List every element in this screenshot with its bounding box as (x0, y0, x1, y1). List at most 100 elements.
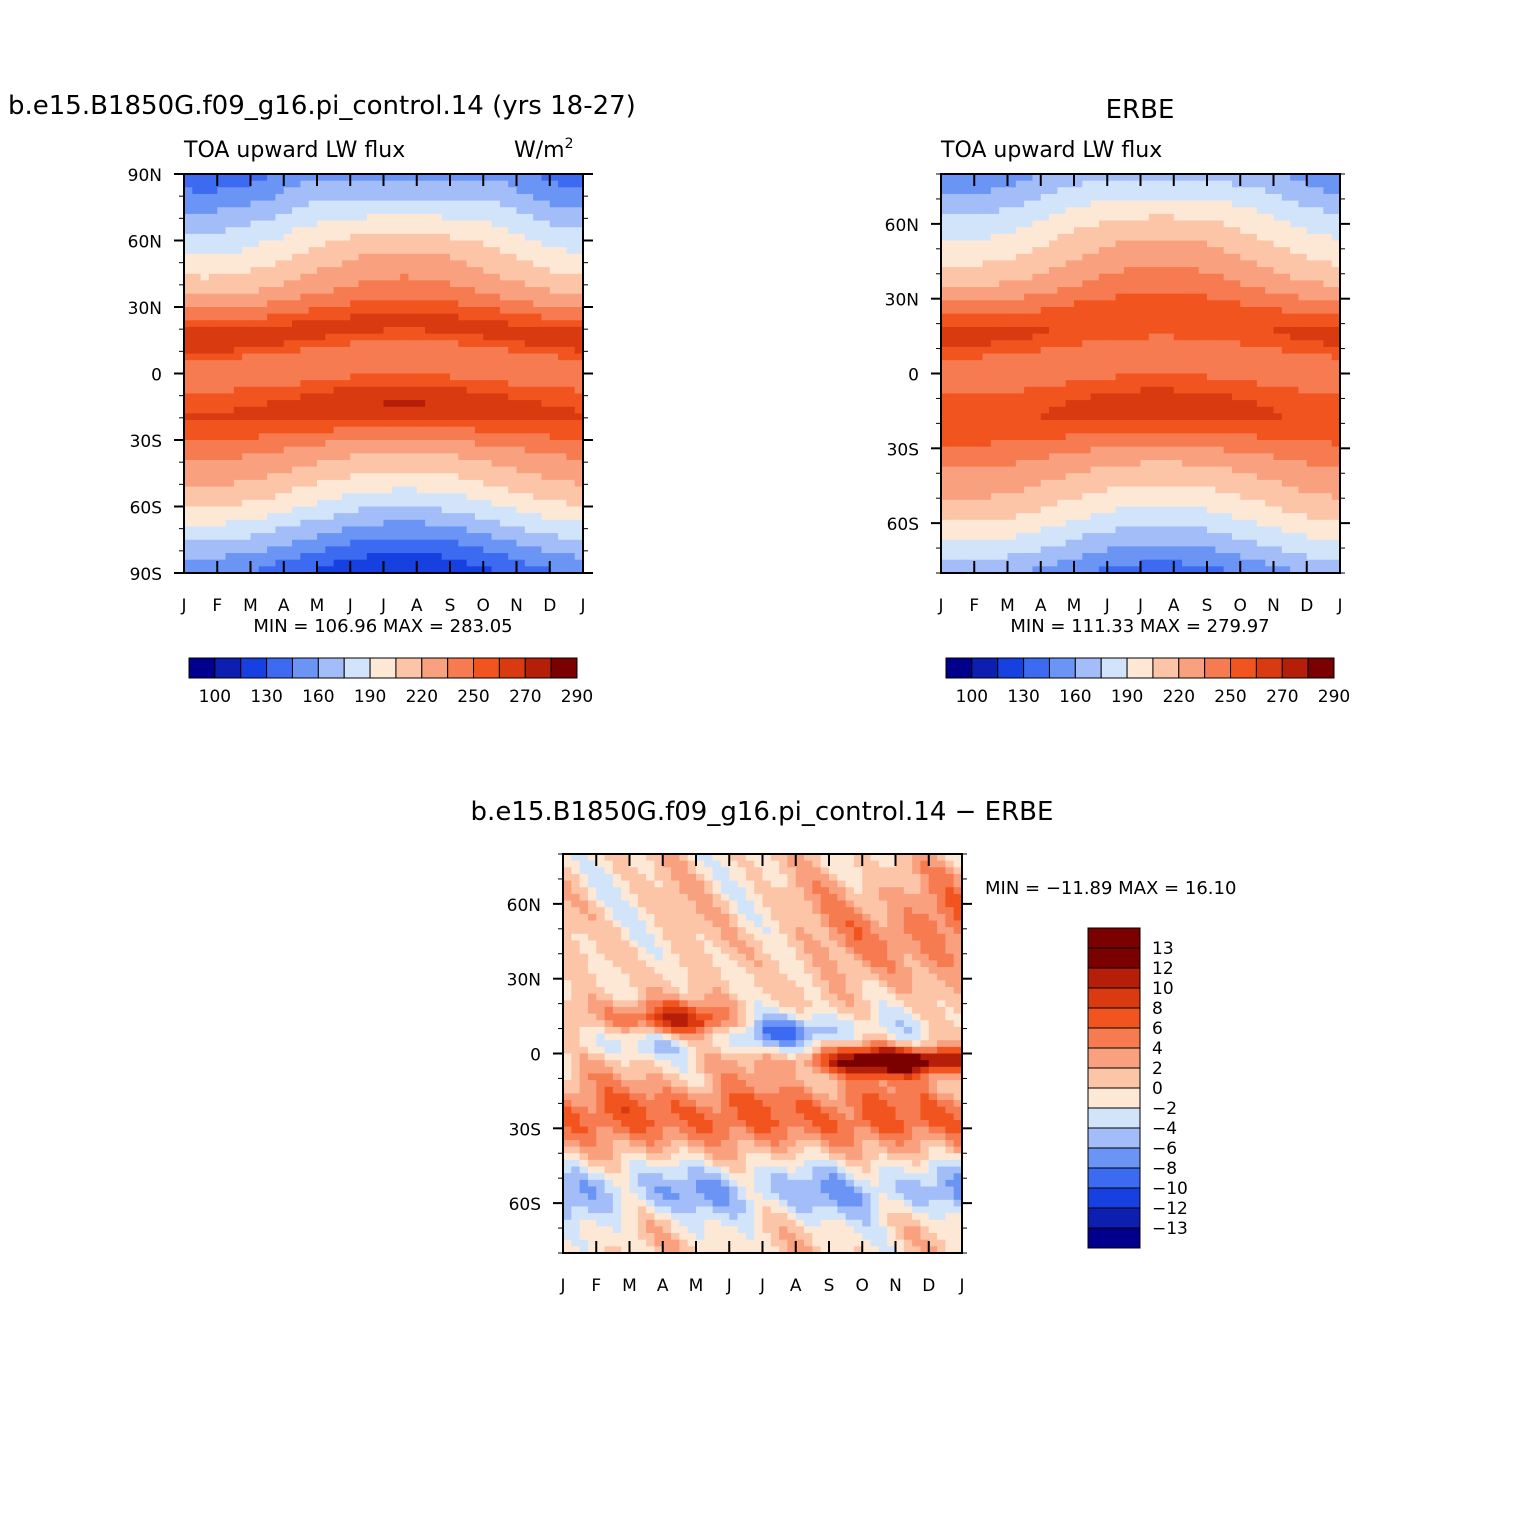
heatmap-cell (1331, 386, 1340, 395)
heatmap-cell (1057, 386, 1067, 395)
heatmap-cell (516, 526, 526, 534)
heatmap-cell (341, 174, 351, 182)
heatmap-cell (341, 566, 351, 573)
heatmap-cell (483, 366, 493, 375)
heatmap-cell (400, 233, 410, 242)
heatmap-cell (1323, 213, 1333, 222)
heatmap-cell (1215, 207, 1225, 215)
heatmap-cell (541, 353, 551, 361)
heatmap-cell (1065, 433, 1075, 441)
heatmap-cell (267, 260, 277, 268)
heatmap-cell (1015, 413, 1025, 421)
heatmap-cell (499, 307, 509, 315)
heatmap-cell (974, 346, 984, 355)
heatmap-cell (1306, 400, 1316, 408)
heatmap-cell (300, 180, 310, 188)
heatmap-cell (541, 366, 551, 375)
heatmap-cell (217, 373, 227, 381)
heatmap-cell (990, 333, 1000, 341)
heatmap-cell (574, 459, 583, 468)
heatmap-cell (308, 506, 318, 514)
heatmap-cell (358, 207, 368, 215)
heatmap-cell (949, 267, 959, 275)
heatmap-cell (1298, 346, 1308, 355)
heatmap-cell (1123, 320, 1133, 328)
heatmap-cell (1032, 293, 1042, 301)
heatmap-cell (1140, 313, 1150, 321)
heatmap-cell (466, 479, 476, 488)
heatmap-cell (275, 466, 285, 474)
heatmap-cell (1057, 280, 1067, 288)
heatmap-cell (558, 366, 567, 375)
heatmap-cell (425, 220, 434, 228)
heatmap-cell (450, 240, 459, 248)
heatmap-cell (1198, 260, 1208, 268)
heatmap-cell (1231, 426, 1241, 434)
heatmap-cell (383, 293, 393, 301)
heatmap-cell (1265, 353, 1275, 361)
heatmap-cell (1007, 293, 1017, 301)
heatmap-cell (1132, 267, 1142, 275)
heatmap-cell (1040, 280, 1050, 288)
heatmap-cell (450, 453, 459, 461)
heatmap-cell (391, 233, 401, 242)
heatmap-cell (474, 446, 484, 454)
heatmap-cell (317, 307, 326, 315)
heatmap-cell (408, 187, 418, 195)
heatmap-cell (458, 373, 468, 381)
heatmap-cell (566, 180, 576, 188)
heatmap-cell (474, 413, 484, 421)
heatmap-cell (1306, 346, 1316, 355)
heatmap-cell (1024, 200, 1034, 208)
heatmap-cell (1024, 233, 1034, 242)
heatmap-cell (192, 526, 202, 534)
heatmap-cell (1082, 366, 1092, 375)
heatmap-cell (1065, 280, 1075, 288)
heatmap-cell (391, 546, 401, 554)
heatmap-cell (1207, 380, 1216, 388)
heatmap-cell (1306, 240, 1316, 248)
heatmap-cell (1298, 313, 1308, 321)
heatmap-cell (1140, 287, 1150, 295)
heatmap-cell (1290, 213, 1300, 222)
heatmap-cell (200, 519, 210, 528)
colorbar-label: 190 (354, 687, 386, 707)
heatmap-cell (1265, 313, 1275, 321)
heatmap-cell (1306, 406, 1316, 414)
heatmap-cell (1132, 220, 1142, 228)
heatmap-cell (275, 287, 285, 295)
heatmap-cell (383, 366, 393, 375)
heatmap-cell (341, 479, 351, 488)
heatmap-cell (258, 499, 268, 508)
heatmap-cell (383, 333, 393, 341)
heatmap-cell (574, 240, 583, 248)
heatmap-cell (375, 559, 385, 567)
heatmap-cell (1256, 413, 1266, 421)
heatmap-cell (391, 466, 401, 474)
heatmap-cell (1015, 187, 1025, 195)
heatmap-cell (524, 300, 534, 308)
heatmap-cell (225, 400, 235, 408)
heatmap-cell (391, 366, 401, 375)
heatmap-cell (1331, 240, 1340, 248)
heatmap-cell (400, 220, 410, 228)
heatmap-cell (1140, 393, 1150, 401)
heatmap-cell (974, 353, 984, 361)
heatmap-cell (217, 247, 227, 255)
heatmap-cell (350, 293, 360, 301)
heatmap-cell (1015, 426, 1025, 434)
heatmap-cell (466, 247, 476, 255)
heatmap-cell (949, 433, 959, 441)
heatmap-cell (192, 340, 202, 348)
heatmap-cell (217, 386, 227, 395)
heatmap-cell (1132, 227, 1142, 235)
heatmap-cell (990, 346, 1000, 355)
heatmap-cell (242, 446, 252, 454)
heatmap-cell (1123, 220, 1133, 228)
heatmap-cell (217, 420, 227, 428)
heatmap-cell (433, 466, 443, 474)
heatmap-cell (200, 233, 210, 242)
heatmap-cell (308, 466, 318, 474)
heatmap-cell (208, 187, 218, 195)
heatmap-cell (458, 380, 468, 388)
